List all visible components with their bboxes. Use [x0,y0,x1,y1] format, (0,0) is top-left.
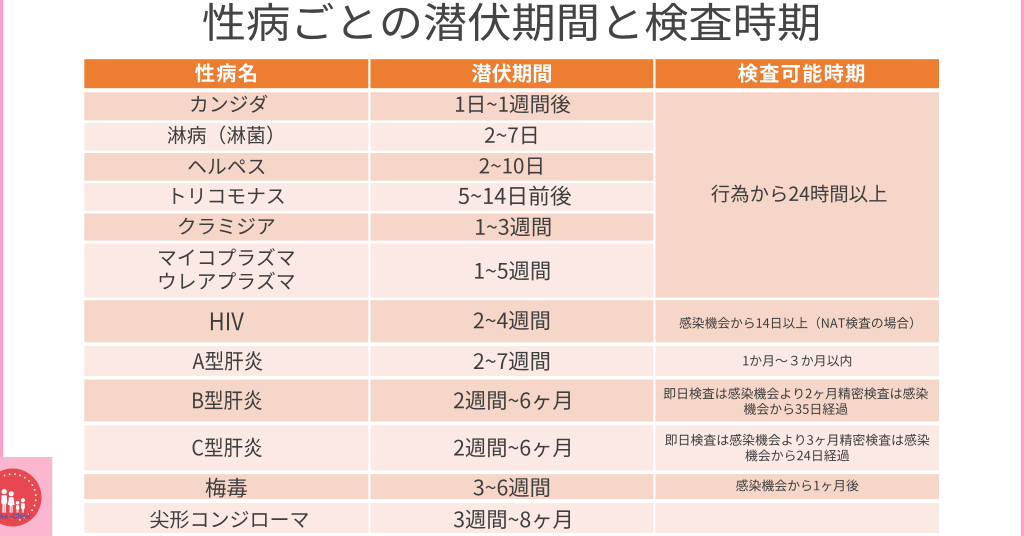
svg-text:aka -Child: aka -Child [0,512,30,521]
